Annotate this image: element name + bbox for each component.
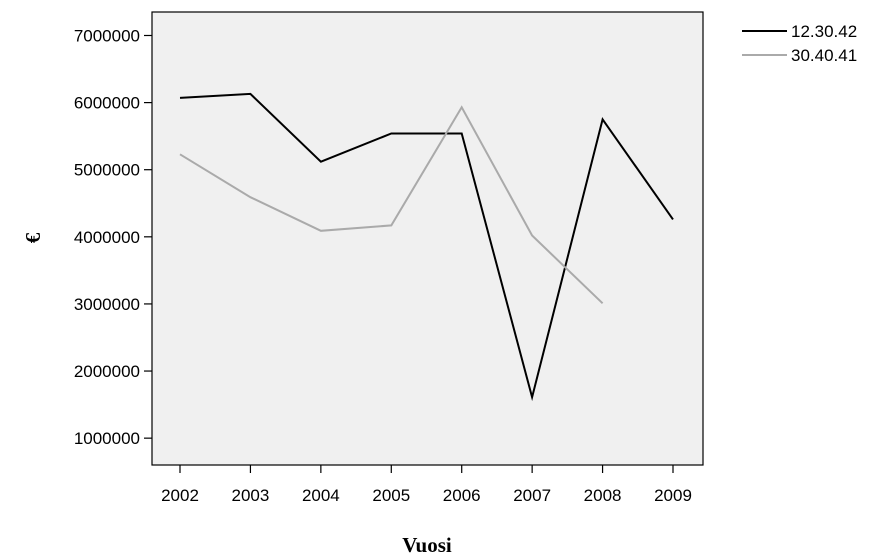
x-tick-label: 2009 xyxy=(654,486,692,505)
y-tick-label: 6000000 xyxy=(74,94,140,113)
y-tick-label: 4000000 xyxy=(74,228,140,247)
x-axis: 2002 2003 2004 2005 2006 2007 2008 2009 xyxy=(161,465,692,505)
y-axis: 1000000 2000000 3000000 4000000 5000000 60000… xyxy=(74,26,152,448)
legend-label: 30.40.41 xyxy=(791,46,857,65)
legend: 12.30.42 30.40.41 xyxy=(742,22,857,65)
series-line-1 xyxy=(179,92,674,402)
plot-area xyxy=(151,11,704,466)
x-tick-label: 2004 xyxy=(302,486,340,505)
x-tick-label: 2005 xyxy=(372,486,410,505)
x-tick-label: 2007 xyxy=(513,486,551,505)
x-axis-title: Vuosi xyxy=(402,533,452,557)
y-tick-label: 5000000 xyxy=(74,161,140,180)
legend-label: 12.30.42 xyxy=(791,22,857,41)
y-axis-title: € xyxy=(21,232,45,243)
y-tick-label: 7000000 xyxy=(74,26,140,45)
x-tick-label: 2008 xyxy=(584,486,622,505)
y-tick-label: 2000000 xyxy=(74,362,140,381)
x-tick-label: 2003 xyxy=(232,486,270,505)
y-tick-label: 1000000 xyxy=(74,429,140,448)
x-tick-label: 2002 xyxy=(161,486,199,505)
series-layer xyxy=(179,92,674,402)
y-tick-label: 3000000 xyxy=(74,295,140,314)
series-line-2 xyxy=(179,105,604,305)
x-tick-label: 2006 xyxy=(443,486,481,505)
